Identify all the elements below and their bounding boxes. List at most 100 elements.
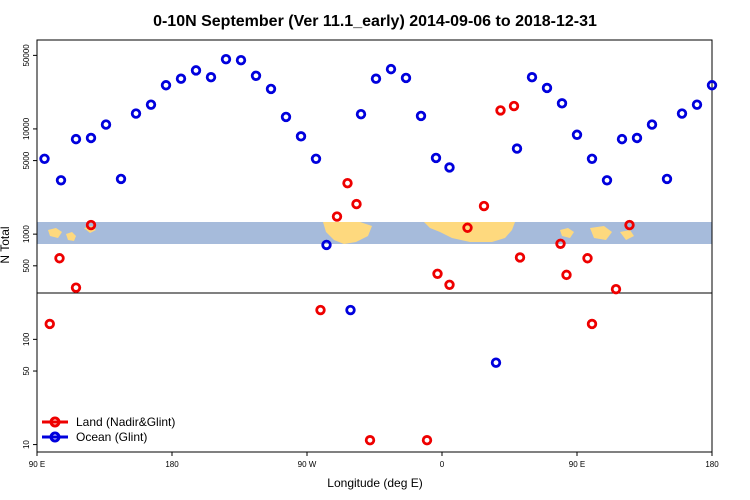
land-point [364,435,376,446]
map-land-shape [48,228,62,238]
ocean-point [370,73,382,84]
plot-border [36,39,713,453]
ocean-point [145,99,157,110]
chart-title: 0-10N September (Ver 11.1_early) 2014-09… [153,13,597,30]
x-tick-label: 180 [165,460,179,469]
ocean-point [39,153,50,165]
ocean-point [490,357,502,368]
land-point [342,177,353,189]
land-point [508,100,520,112]
ocean-point [676,108,688,119]
land-point [70,282,82,293]
plot-frame [36,39,713,453]
y-tick-label: 500 [22,259,31,273]
ocean-point [526,72,538,83]
land-point [85,219,97,231]
land-point [478,200,490,212]
ocean-point [130,108,142,119]
land-point [561,269,572,281]
land-point [432,268,443,279]
land-point [444,279,455,290]
ocean-point [85,132,97,144]
ocean-point [631,132,643,144]
ocean-point [430,152,442,164]
land-point [610,283,622,295]
ocean-point [295,131,307,142]
ocean-point [646,119,658,130]
ocean-point [541,82,553,94]
data-points [39,53,718,446]
ocean-point [444,162,455,173]
ocean-point [706,80,718,91]
x-tick-label: 0 [440,460,445,469]
land-point [582,253,593,264]
ocean-point [310,153,322,165]
y-tick-label: 1000 [22,225,31,243]
ocean-point [385,63,397,75]
ocean-point [571,129,583,140]
map-ocean-band [37,222,712,244]
y-tick-label: 10000 [22,117,31,140]
x-tick-label: 90 E [569,460,585,469]
y-tick-label: 50000 [22,44,31,67]
land-point [586,318,598,330]
land-point [44,318,55,330]
ocean-point [70,133,82,145]
map-land-shape [560,228,574,238]
land-point [514,252,526,263]
land-point [315,304,326,316]
x-tick-label: 90 E [29,460,45,469]
map-land-shape [590,226,612,240]
ocean-point [55,175,67,186]
ocean-point [220,53,232,65]
y-tick-label: 10 [22,440,31,449]
y-axis: 10 50 100 500 1000 5000 10000 50000 [22,44,37,449]
map-land-shape [66,232,76,241]
ocean-point [691,99,703,110]
legend-land-label: Land (Nadir&Glint) [76,415,175,429]
land-point [421,435,433,446]
ocean-point [601,175,613,186]
ocean-point [205,72,217,83]
y-tick-label: 100 [22,332,31,346]
land-point [54,253,65,264]
y-tick-label: 50 [22,366,31,375]
ocean-point [160,80,172,91]
land-point [351,198,362,210]
ocean-point [616,133,628,145]
ocean-point [265,83,277,95]
ocean-point [355,109,367,120]
ocean-point [235,54,247,66]
ocean-point [556,98,568,109]
land-point [624,219,635,231]
land-point [555,238,566,249]
map-land-shape [323,222,372,244]
legend-ocean-marker [49,431,61,443]
x-axis: 90 E 180 90 W 0 90 E 180 [29,452,719,469]
world-map-strip [37,222,712,244]
ocean-point [511,143,523,154]
ocean-point [280,111,292,123]
legend-land-marker [49,416,61,428]
land-point [495,105,506,116]
legend: Land (Nadir&Glint) Ocean (Glint) [42,415,175,444]
ocean-point [100,119,112,130]
ocean-point [400,72,412,84]
ocean-point [190,65,202,76]
map-land-shape [620,230,634,240]
y-axis-label: N Total [0,226,12,263]
ocean-point [415,110,427,122]
ocean-point [586,153,598,165]
x-axis-label: Longitude (deg E) [327,476,422,490]
legend-entry-ocean: Ocean (Glint) [42,430,147,444]
ocean-point [175,73,187,84]
y-tick-label: 5000 [22,151,31,169]
ocean-point [250,70,262,81]
legend-entry-land: Land (Nadir&Glint) [42,415,175,429]
land-point [331,211,343,222]
ocean-point [115,173,127,185]
legend-ocean-label: Ocean (Glint) [76,430,147,444]
land-point [462,222,473,233]
x-tick-label: 180 [705,460,719,469]
